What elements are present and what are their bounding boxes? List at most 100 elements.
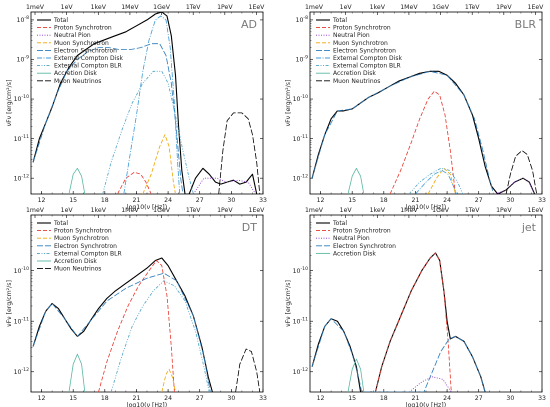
y-tick-label: 10-12 [14, 173, 29, 182]
legend-entry: Muon Neutrinos [54, 266, 101, 273]
energy-tick-label: 1MeV [121, 207, 139, 214]
y-axis-label: νFν [erg/cm²/s] [6, 280, 13, 327]
energy-tick-label: 1meV [305, 4, 324, 11]
energy-tick-label: 1PeV [217, 4, 233, 11]
legend-entry: External Compton BLR [54, 63, 122, 70]
series-accretion-disk [347, 167, 365, 194]
x-tick-label: 21 [412, 395, 420, 402]
legend-entry: External Compton Disk [54, 55, 123, 62]
y-axis-label: νFν [erg/cm²/s] [6, 80, 13, 127]
series-external-compton-blr [110, 280, 210, 392]
legend-entry: Neutral Pion [333, 235, 370, 242]
x-tick-label: 27 [196, 395, 204, 402]
series-total [32, 257, 213, 392]
x-tick-label: 24 [443, 395, 451, 402]
series-accretion-disk [347, 358, 365, 392]
legend-entry: Total [53, 220, 68, 227]
energy-tick-label: 1EeV [528, 207, 545, 214]
energy-tick-label: 1keV [91, 4, 107, 11]
series-accretion-disk [68, 167, 86, 194]
energy-tick-label: 1PeV [496, 207, 512, 214]
x-tick-label: 18 [101, 197, 109, 204]
legend-entry: Neutral Pion [54, 32, 91, 39]
energy-tick-label: 1keV [370, 4, 386, 11]
legend-entry: Electron Synchrotron [333, 243, 396, 250]
panel-tag: jet [521, 221, 537, 234]
x-tick-label: 30 [227, 197, 235, 204]
x-tick-label: 33 [538, 197, 546, 204]
series-group [311, 70, 538, 194]
y-tick-label: 10-8 [296, 15, 309, 24]
energy-tick-label: 1EeV [249, 4, 266, 11]
energy-tick-label: 1meV [26, 207, 45, 214]
energy-tick-label: 1GeV [432, 207, 450, 214]
panel-ad: 12 15 18 21 24 27 30 33 1meV 1eV 1keV 1MeV 1GeV 1TeV 1… [6, 4, 267, 211]
legend-entry: Muon Synchrotron [54, 40, 109, 47]
x-axis-label: log10(ν [Hz]) [127, 204, 167, 211]
series-muon-neutrinos [505, 150, 538, 194]
energy-tick-label: 1eV [61, 4, 74, 11]
y-tick-label: 10-11 [293, 134, 308, 143]
energy-tick-label: 1meV [26, 4, 45, 11]
x-axis-label: log10(ν [Hz]) [406, 402, 446, 407]
y-tick-label: 10-9 [296, 55, 309, 64]
y-tick-label: 10-12 [293, 173, 308, 182]
legend-entry: Muon Neutrinos [333, 78, 380, 85]
x-tick-label: 24 [443, 197, 451, 204]
legend-entry: Total [332, 220, 347, 227]
x-tick-label: 21 [133, 197, 141, 204]
legend-entry: Accretion Disk [333, 250, 376, 257]
x-tick-label: 30 [227, 395, 235, 402]
y-tick-label: 10-10 [14, 266, 29, 275]
energy-tick-label: 1TeV [465, 4, 480, 11]
x-tick-label: 33 [259, 395, 267, 402]
energy-tick-label: 1meV [305, 207, 324, 214]
energy-tick-label: 1eV [340, 4, 353, 11]
x-tick-label: 27 [196, 197, 204, 204]
series-electron-synchrotron [32, 272, 211, 392]
legend-entry: External Compton Disk [333, 55, 402, 62]
y-tick-label: 10-11 [293, 316, 308, 325]
x-tick-label: 18 [380, 197, 388, 204]
y-tick-label: 10-11 [14, 134, 29, 143]
x-tick-label: 15 [348, 197, 356, 204]
series-muon-neutrinos [218, 112, 261, 194]
x-tick-label: 21 [412, 197, 420, 204]
series-neutral-pion [408, 376, 452, 392]
x-axis-label: log10(ν [Hz]) [406, 204, 446, 211]
y-tick-label: 10-12 [14, 367, 29, 376]
x-tick-label: 27 [475, 395, 483, 402]
legend-entry: External Compton BLR [54, 250, 122, 257]
y-tick-label: 10-12 [293, 367, 308, 376]
legend-entry: Accretion Disk [54, 258, 97, 265]
series-proton-synchrotron [98, 260, 175, 392]
series-electron-synchrotron [32, 43, 184, 194]
y-tick-label: 10-10 [293, 94, 308, 103]
energy-tick-label: 1TeV [465, 207, 480, 214]
series-muon-synchrotron [427, 167, 456, 194]
y-axis-label: νFν [erg/cm²/s] [285, 80, 292, 127]
legend-entry: Proton Synchrotron [333, 25, 391, 32]
x-tick-label: 30 [506, 395, 514, 402]
legend-entry: Proton Synchrotron [54, 25, 112, 32]
series-group [311, 252, 486, 392]
series-proton-synchrotron [117, 171, 152, 194]
series-total [311, 252, 486, 392]
legend-entry: Accretion Disk [54, 70, 97, 77]
series-muon-synchrotron [161, 368, 176, 392]
panel-tag: BLR [515, 18, 537, 31]
legend-entry: Proton Synchrotron [333, 228, 391, 235]
energy-tick-label: 1TeV [186, 4, 201, 11]
energy-tick-label: 1GeV [153, 207, 171, 214]
energy-tick-label: 1eV [340, 207, 353, 214]
energy-tick-label: 1EeV [249, 207, 266, 214]
x-tick-label: 12 [38, 197, 46, 204]
legend-entry: Muon Synchrotron [333, 40, 388, 47]
series-external-compton-blr [408, 167, 464, 194]
legend-entry: Total [53, 17, 68, 24]
energy-tick-label: 1GeV [153, 4, 171, 11]
energy-tick-label: 1PeV [496, 4, 512, 11]
